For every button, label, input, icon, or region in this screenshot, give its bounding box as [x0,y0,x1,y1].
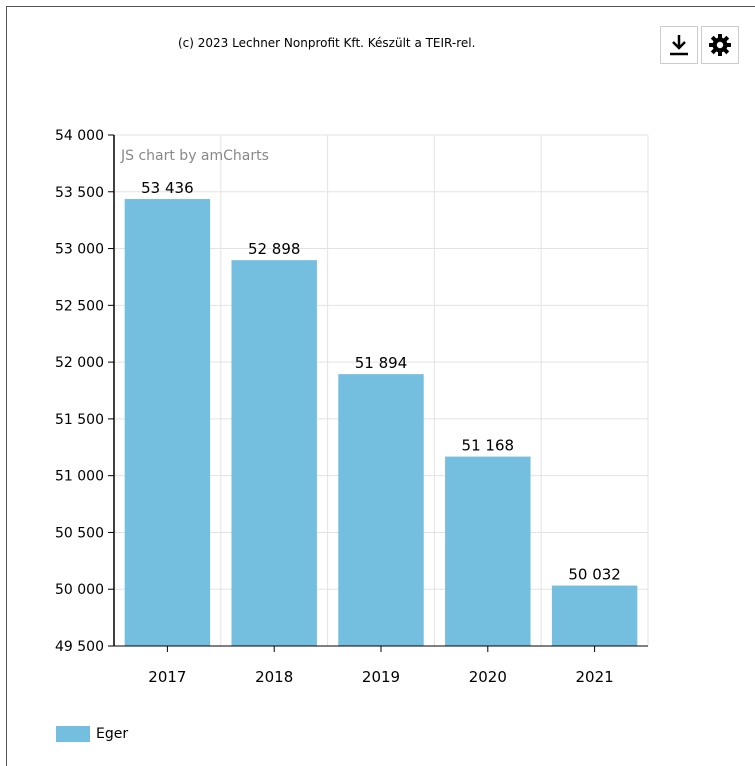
bar-value-label: 50 032 [568,566,621,584]
amcharts-watermark[interactable]: JS chart by amCharts [120,148,269,164]
legend-swatch [56,726,90,742]
y-tick-label: 53 500 [55,185,104,201]
x-tick-label: 2017 [148,668,186,686]
bar[interactable] [231,260,317,646]
bar-value-label: 51 168 [462,437,515,455]
x-tick-label: 2021 [576,668,614,686]
bars: 53 436 52 898 51 894 51 168 50 032 [124,179,638,646]
y-tick-label: 53 000 [55,242,104,258]
chart-frame [6,6,755,766]
legend-label: Eger [96,726,129,742]
settings-button[interactable] [701,26,739,64]
axes: 49 500 50 000 50 500 51 000 51 500 52 000 52 5… [55,128,648,686]
bar[interactable] [445,456,531,646]
bar[interactable] [124,199,211,646]
y-tick-label: 49 500 [55,639,104,655]
copyright-text: (c) 2023 Lechner Nonprofit Kft. Készült … [178,36,476,50]
bar[interactable] [551,585,638,646]
bar-value-label: 51 894 [355,354,408,372]
x-tick-label: 2018 [255,668,293,686]
y-tick-label: 50 000 [55,582,104,598]
x-tick-label: 2019 [362,668,400,686]
bar[interactable] [338,374,424,646]
bar-value-label: 53 436 [141,179,194,197]
download-icon [670,35,688,56]
y-tick-label: 52 000 [55,355,104,371]
y-tick-label: 52 500 [55,298,104,314]
y-tick-label: 51 000 [55,469,104,485]
gear-icon [709,34,731,56]
bar-value-label: 52 898 [248,240,301,258]
y-tick-label: 51 500 [55,412,104,428]
download-button[interactable] [660,26,698,64]
y-tick-label: 54 000 [55,128,104,144]
x-tick-label: 2020 [469,668,507,686]
legend[interactable]: Eger [56,726,128,742]
y-tick-label: 50 500 [55,525,104,541]
